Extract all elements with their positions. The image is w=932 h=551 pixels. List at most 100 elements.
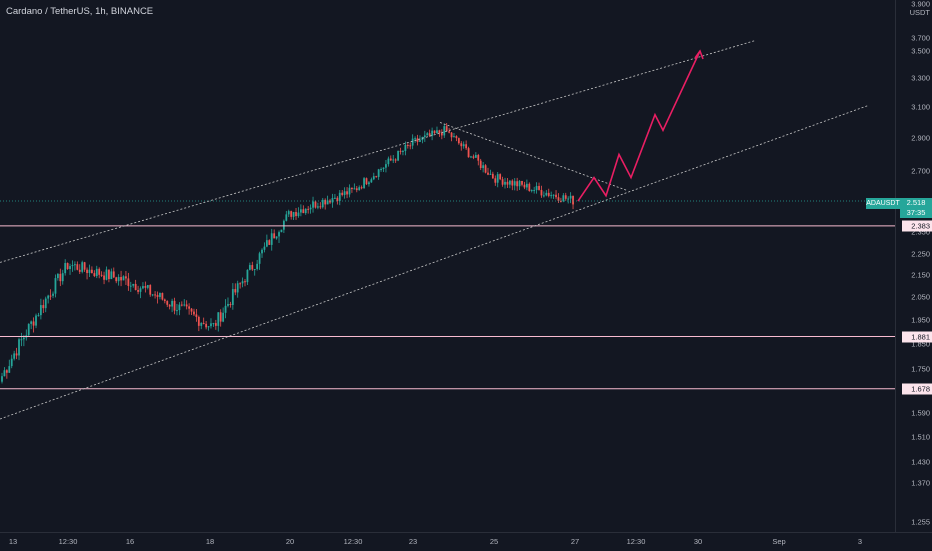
candle-body: [95, 268, 98, 277]
candle-body: [336, 197, 339, 201]
candle-body: [253, 268, 256, 270]
candle-body: [438, 130, 441, 133]
candle-body: [76, 264, 79, 270]
candle-body: [462, 144, 465, 147]
candle-body: [317, 206, 319, 208]
candle-body: [32, 321, 35, 326]
candle-body: [314, 201, 317, 208]
candle-body: [241, 281, 244, 284]
price-tick: 3.100: [911, 102, 930, 112]
candle-body: [134, 283, 137, 291]
trend-channel-line[interactable]: [0, 40, 756, 263]
candle-body: [292, 212, 295, 217]
candle-body: [299, 209, 302, 213]
candle-body: [368, 182, 370, 185]
candle-body: [270, 233, 273, 245]
candle-body: [261, 249, 263, 254]
candle-body: [304, 208, 307, 214]
candle-body: [423, 135, 426, 138]
time-tick: 23: [408, 537, 418, 546]
candle-body: [163, 299, 166, 302]
candle-body: [35, 315, 37, 326]
candle-body: [487, 172, 489, 175]
candle-body: [49, 295, 52, 297]
candle-body: [290, 211, 293, 217]
candle-body: [567, 198, 570, 200]
candle-body: [156, 294, 159, 297]
candle-body: [15, 353, 18, 356]
trend-channel-line[interactable]: [439, 122, 629, 192]
candle-body: [426, 133, 429, 136]
candle-body: [83, 262, 86, 270]
candle-body: [39, 305, 42, 316]
candle-body: [263, 246, 266, 250]
candle-body: [168, 304, 171, 307]
candle-body: [171, 300, 173, 307]
candle-body: [516, 181, 519, 187]
price-tick: 1.255: [911, 517, 930, 527]
candle-body: [183, 304, 186, 306]
level-label: 1.881: [902, 331, 932, 343]
candle-body: [419, 140, 421, 142]
price-tick: 2.250: [911, 249, 930, 259]
candle-body: [112, 271, 115, 278]
price-tick: 2.900: [911, 133, 930, 143]
candle-body: [205, 323, 208, 328]
candle-body: [93, 273, 96, 277]
candle-body: [3, 370, 6, 377]
candle-body: [329, 200, 331, 203]
price-axis[interactable]: USDT 3.7003.5003.3003.1002.9002.7002.500…: [895, 0, 932, 532]
candle-body: [110, 271, 113, 280]
projection-arrowhead: [694, 49, 704, 60]
candle-body: [545, 192, 548, 196]
candle-body: [88, 269, 91, 274]
candle-body: [193, 311, 195, 315]
chart-area[interactable]: Cardano / TetherUS, 1h, BINANCE: [0, 0, 895, 532]
candle-body: [188, 306, 191, 309]
candle-body: [518, 180, 521, 187]
candle-body: [312, 201, 314, 208]
candle-body: [178, 304, 181, 311]
candle-body: [547, 192, 550, 196]
candle-body: [484, 165, 487, 173]
candle-body: [13, 353, 16, 359]
time-axis[interactable]: 13 12:30 16 18 20 12:30 23 25 27 12:30 30 Sep 3: [0, 532, 932, 551]
candle-body: [564, 195, 567, 199]
candle-body: [197, 316, 200, 326]
candle-body: [248, 265, 251, 270]
candle-body: [372, 176, 375, 180]
candle-body: [523, 184, 526, 188]
candle-body: [431, 130, 434, 136]
candle-body: [450, 132, 453, 138]
candle-body: [406, 145, 409, 147]
candle-body: [470, 156, 472, 158]
candle-body: [358, 187, 361, 191]
candle-body: [280, 229, 283, 233]
trend-channel-line[interactable]: [0, 105, 869, 420]
candle-body: [81, 262, 84, 272]
candle-body: [540, 189, 543, 196]
candle-body: [331, 198, 334, 203]
candle-body: [18, 339, 20, 356]
candle-body: [212, 323, 215, 325]
candle-body: [265, 240, 268, 247]
candle-body: [504, 181, 506, 185]
overlays-layer: [0, 40, 895, 420]
candle-body: [338, 192, 341, 201]
projection-path[interactable]: [577, 50, 701, 202]
candle-body: [5, 370, 8, 373]
candle-body: [392, 159, 395, 161]
chart-canvas[interactable]: [0, 0, 895, 532]
candle-body: [200, 322, 203, 326]
candle-body: [348, 187, 351, 195]
candle-body: [307, 208, 310, 210]
candle-body: [445, 126, 448, 132]
candle-body: [20, 339, 23, 341]
time-tick: 12:30: [626, 537, 646, 546]
price-tick: 2.150: [911, 270, 930, 280]
candle-body: [477, 155, 480, 161]
candle-body: [234, 289, 237, 293]
candle-body: [74, 264, 76, 266]
candle-body: [115, 277, 118, 282]
time-tick: 18: [205, 537, 215, 546]
